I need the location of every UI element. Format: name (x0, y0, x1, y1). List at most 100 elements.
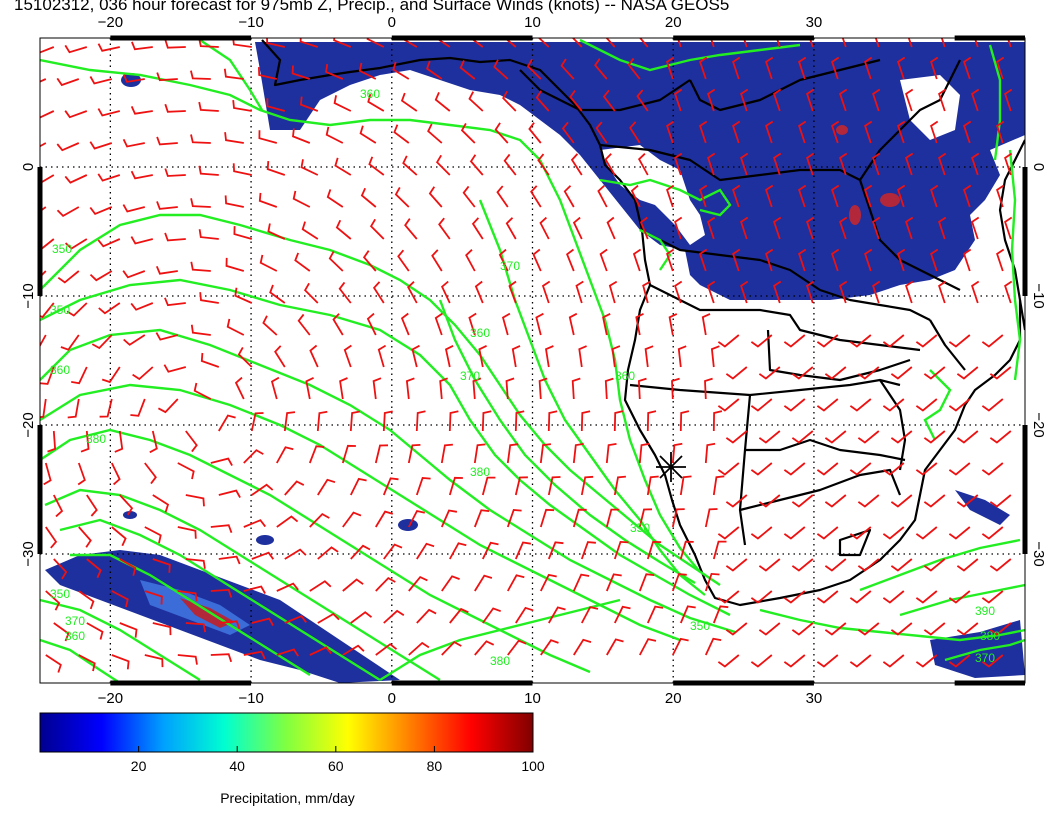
wind-barb (679, 540, 694, 560)
contour-label: 360 (65, 629, 85, 643)
wind-barb (47, 430, 57, 453)
wind-barb (915, 526, 938, 540)
wind-barb (839, 152, 848, 176)
wind-barb (224, 132, 244, 144)
wind-barb (666, 248, 675, 272)
wind-barb (234, 376, 245, 400)
contour-label: 380 (980, 629, 1000, 643)
wind-barb (539, 573, 557, 592)
wind-barb (1004, 280, 1013, 304)
wind-barb (606, 216, 616, 240)
wind-barb (185, 494, 205, 507)
wind-barb (469, 38, 484, 48)
wind-barb (872, 280, 881, 304)
wind-barb (507, 574, 525, 592)
colorbar-tick-label: 40 (229, 758, 245, 774)
wind-barb (750, 462, 773, 476)
wind-barb (190, 261, 211, 272)
contour-line (40, 598, 201, 682)
wind-barb (164, 297, 186, 307)
wind-barb (218, 414, 236, 432)
wind-barb (732, 248, 741, 272)
wind-barb (783, 334, 806, 348)
wind-barb (930, 120, 939, 144)
wind-barb (91, 334, 113, 350)
wind-barb (594, 58, 608, 80)
wind-barb (629, 121, 641, 144)
wind-barb (397, 249, 410, 272)
wind-barb (750, 334, 773, 348)
wind-barb (849, 590, 872, 604)
wind-barb (200, 352, 220, 368)
wind-barb (864, 184, 873, 208)
wind-barb (130, 106, 153, 115)
wind-barb (210, 457, 233, 467)
wind-barb (382, 410, 393, 432)
wind-barb (602, 312, 611, 336)
precip-cell-1 (398, 519, 418, 531)
wind-barb (328, 251, 344, 272)
wind-barb (393, 124, 410, 144)
wind-barb (831, 248, 840, 272)
wind-barb (243, 585, 266, 594)
wind-barb (732, 184, 741, 208)
wind-barb (989, 558, 1012, 572)
wind-barb (679, 410, 690, 432)
contour-label: 350 (630, 521, 650, 535)
wind-barb (64, 238, 88, 250)
wind-barb (989, 430, 1012, 444)
wind-barb (613, 540, 629, 560)
wind-barb (808, 38, 814, 48)
wind-barb (243, 650, 266, 660)
wind-barb (571, 377, 581, 400)
wind-barb (704, 508, 718, 528)
wind-barb (806, 280, 815, 304)
wind-barb (198, 165, 219, 176)
wind-barb (580, 410, 591, 432)
wind-barb (131, 41, 153, 51)
wind-barb (930, 184, 939, 208)
wind-barb (578, 345, 587, 368)
wind-barb (595, 121, 608, 144)
wind-barb (606, 638, 624, 656)
wind-barb (956, 366, 979, 380)
wind-barb (233, 226, 253, 240)
wind-barb (372, 377, 382, 400)
wind-barb (317, 612, 340, 624)
wind-barb (375, 643, 398, 656)
lon-tick-label-top: −20 (98, 14, 123, 31)
wind-barb (350, 611, 373, 624)
wind-barb (750, 398, 773, 412)
wind-barb (930, 248, 939, 272)
wind-barb (704, 377, 713, 400)
wind-barb (274, 345, 286, 368)
wind-barb (613, 605, 631, 624)
wind-barb (325, 126, 344, 144)
colorbar-tick-label: 80 (426, 758, 443, 774)
wind-barb (674, 280, 683, 304)
wind-barb (177, 526, 197, 539)
wind-barb (646, 540, 662, 560)
wind-barb (938, 88, 947, 112)
wind-barb (122, 138, 145, 148)
contour-label: 360 (50, 363, 70, 377)
wind-barb (798, 248, 807, 272)
wind-barb (45, 526, 58, 549)
wind-barb (359, 125, 377, 144)
wind-barb (905, 280, 914, 304)
wind-barb (218, 489, 241, 499)
wind-barb (580, 475, 594, 496)
wind-barb (474, 640, 495, 656)
wind-barb (539, 443, 552, 464)
wind-barb (750, 526, 773, 540)
wind-barb (305, 376, 314, 400)
contour-line (40, 428, 591, 674)
wind-barb (367, 93, 385, 112)
contour-line (40, 328, 736, 634)
wind-barb (773, 152, 782, 176)
wind-barb (164, 103, 186, 113)
wind-barb (190, 134, 211, 144)
wind-barb (732, 56, 741, 80)
wind-barb (177, 654, 198, 665)
wind-barb (40, 142, 47, 148)
